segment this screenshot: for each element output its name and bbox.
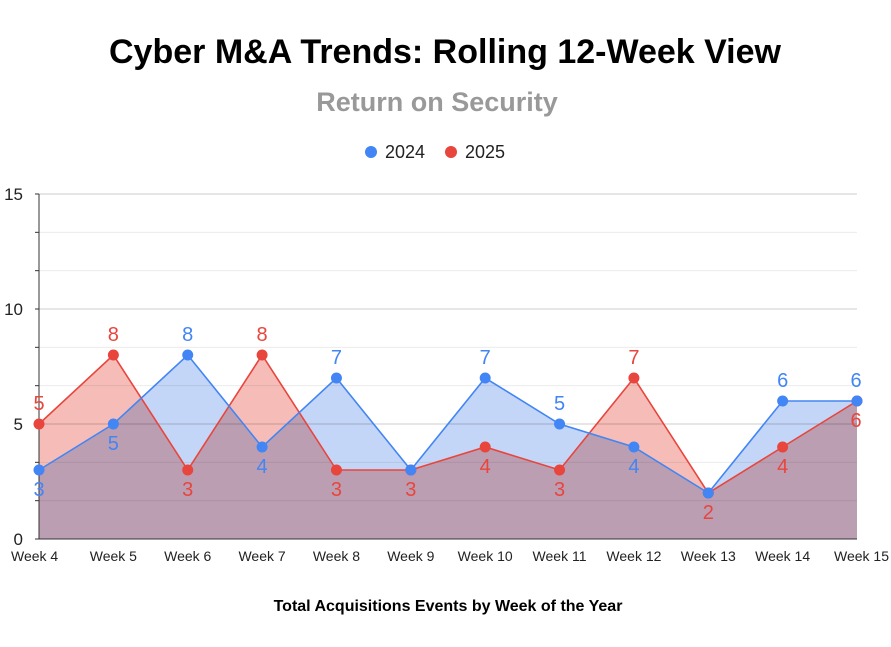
legend-label-2025: 2025 [465, 142, 505, 162]
series-areas [39, 355, 857, 539]
data-label-2025-week-4: 5 [33, 393, 44, 415]
point-2024-week-14 [777, 395, 789, 407]
point-2024-week-4 [33, 464, 45, 476]
point-2024-week-8 [330, 372, 342, 384]
data-label-2025-week-9: 3 [405, 479, 416, 501]
point-2025-week-10 [479, 441, 491, 453]
x-tick-label: Week 14 [755, 548, 810, 564]
legend-marker-2025 [445, 146, 457, 158]
data-label-2025-week-15: 6 [850, 410, 861, 432]
point-2024-week-10 [479, 372, 491, 384]
x-tick-label: Week 5 [90, 548, 137, 564]
data-label-2024-week-5: 5 [108, 433, 119, 455]
series-points [33, 349, 863, 499]
data-label-2025-week-11: 3 [554, 479, 565, 501]
point-2025-week-5 [107, 349, 119, 361]
point-2025-week-11 [554, 464, 566, 476]
x-tick-label: Week 9 [387, 548, 434, 564]
data-label-2024-week-15: 6 [850, 370, 861, 392]
point-2025-week-12 [628, 372, 640, 384]
chart-subtitle: Return on Security [316, 87, 558, 117]
data-label-2024-week-14: 6 [777, 370, 788, 392]
axes [35, 193, 857, 540]
data-label-2025-week-5: 8 [108, 324, 119, 346]
point-2024-week-13 [702, 487, 714, 499]
point-2024-week-15 [851, 395, 863, 407]
data-label-2025-week-6: 3 [182, 479, 193, 501]
x-tick-label: Week 15 [834, 548, 889, 564]
line-series-2024 [38, 353, 857, 495]
data-label-2024-week-10: 7 [480, 347, 491, 369]
data-label-2024-week-8: 7 [331, 347, 342, 369]
data-labels: 3 5 8 4 7 7 5 4 6 6 5 8 3 8 3 3 4 3 7 2 4 6 [33, 324, 861, 524]
data-label-2024-week-6: 8 [182, 324, 193, 346]
data-label-2025-week-8: 3 [331, 479, 342, 501]
point-2025-week-7 [256, 349, 268, 361]
x-tick-label: Week 6 [164, 548, 211, 564]
y-tick-label: 5 [14, 415, 23, 434]
x-tick-label: Week 7 [238, 548, 285, 564]
point-2025-week-6 [182, 464, 194, 476]
point-2024-week-6 [182, 349, 194, 361]
data-label-2025-week-12: 7 [628, 347, 639, 369]
y-axis-ticks: 0 5 10 15 [4, 185, 23, 549]
data-label-2025-week-7: 8 [257, 324, 268, 346]
x-tick-label: Week 10 [458, 548, 513, 564]
data-label-2024-week-11: 5 [554, 393, 565, 415]
data-label-2025-week-14: 4 [777, 456, 788, 478]
data-label-2025-week-10: 4 [480, 456, 491, 478]
y-tick-label: 10 [4, 300, 23, 319]
x-axis-label: Total Acquisitions Events by Week of the… [274, 598, 623, 615]
area-series-2025 [39, 355, 857, 539]
legend-marker-2024 [365, 146, 377, 158]
point-2024-week-9 [405, 464, 417, 476]
point-2025-week-8 [330, 464, 342, 476]
x-tick-label: Week 11 [533, 548, 587, 564]
series-lines [38, 353, 858, 495]
point-2024-week-5 [107, 418, 119, 430]
point-2025-week-14 [777, 441, 789, 453]
legend: 2024 2025 [365, 142, 505, 162]
x-tick-label: Week 12 [606, 548, 661, 564]
x-axis-ticks: Week 4 Week 5 Week 6 Week 7 Week 8 Week 9 Week… [11, 548, 889, 564]
y-tick-label: 0 [14, 530, 23, 549]
data-label-2025-week-13: 2 [703, 502, 714, 524]
point-2025-week-4 [33, 418, 45, 430]
data-label-2024-week-7: 4 [257, 456, 268, 478]
point-2024-week-11 [554, 418, 566, 430]
chart-title: Cyber M&A Trends: Rolling 12-Week View [109, 33, 782, 71]
x-tick-label: Week 8 [313, 548, 360, 564]
data-label-2024-week-4: 3 [33, 479, 44, 501]
point-2024-week-7 [256, 441, 268, 453]
data-label-2024-week-12: 4 [628, 456, 639, 478]
line-series-2025 [38, 353, 858, 495]
legend-label-2024: 2024 [385, 142, 425, 162]
y-tick-label: 15 [4, 185, 23, 204]
point-2024-week-12 [628, 441, 640, 453]
x-tick-label: Week 13 [681, 548, 736, 564]
x-tick-label: Week 4 [11, 548, 58, 564]
